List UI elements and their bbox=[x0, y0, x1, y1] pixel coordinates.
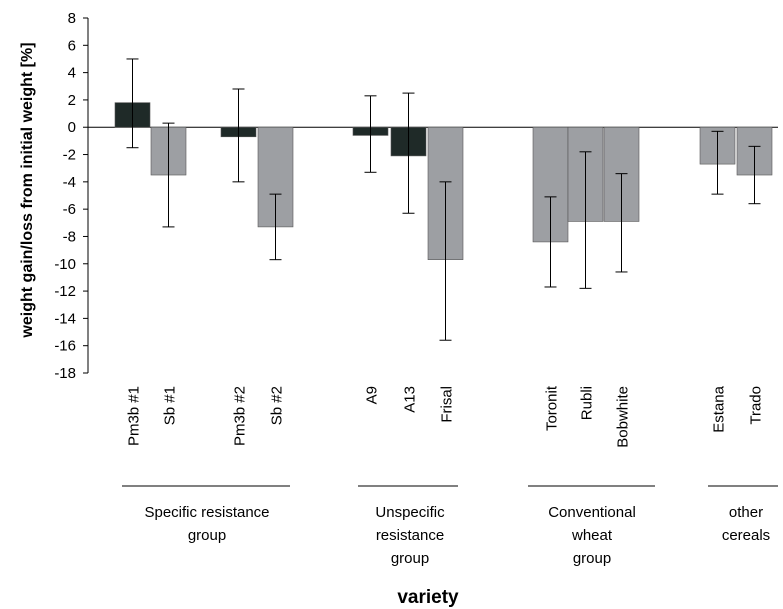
y-tick-label: -10 bbox=[54, 256, 76, 273]
y-tick-label: 8 bbox=[68, 10, 76, 27]
y-axis-label: weight gain/loss from initial weight [%] bbox=[19, 42, 36, 338]
category-label: Rubli bbox=[579, 386, 596, 420]
category-label: Trado bbox=[748, 386, 765, 425]
category-labels: Pm3b #1 Sb #1 Pm3b #2 Sb #2 A9 A13 Frisal Toron… bbox=[126, 385, 765, 448]
x-axis-label: variety bbox=[397, 587, 459, 608]
y-tick-label: -14 bbox=[54, 310, 76, 327]
y-tick-label: -16 bbox=[54, 338, 76, 355]
group-label: group bbox=[188, 527, 226, 544]
category-label: Sb #1 bbox=[162, 386, 179, 425]
group-label: wheat bbox=[571, 527, 613, 544]
y-tick-label: -4 bbox=[63, 174, 76, 191]
y-tick-label: 2 bbox=[68, 92, 76, 109]
y-tick-label: -6 bbox=[63, 201, 76, 218]
category-label: Pm3b #1 bbox=[126, 386, 143, 446]
group-label: group bbox=[391, 550, 429, 567]
category-label: Pm3b #2 bbox=[232, 386, 249, 446]
y-tick-label: -2 bbox=[63, 147, 76, 164]
category-label: Toronit bbox=[544, 385, 561, 431]
bars bbox=[114, 102, 773, 260]
y-tick-label: -8 bbox=[63, 228, 76, 245]
y-tick-label: 4 bbox=[68, 65, 76, 82]
axes: 8 6 4 2 0 -2 -4 -6 -8 -10 -12 -14 -16 -18 bbox=[54, 10, 778, 382]
group-label: Conventional bbox=[548, 504, 636, 521]
category-label: Frisal bbox=[439, 386, 456, 423]
group-labels: Specific resistance group Unspecific resist… bbox=[122, 485, 778, 567]
category-label: Estana bbox=[711, 385, 728, 432]
y-tick-label: -12 bbox=[54, 283, 76, 300]
group-label: group bbox=[573, 550, 611, 567]
y-tick-label: 0 bbox=[68, 119, 76, 136]
category-label: A13 bbox=[402, 386, 419, 413]
y-tick-label: 6 bbox=[68, 37, 76, 54]
group-label: resistance bbox=[376, 527, 444, 544]
category-label: Bobwhite bbox=[615, 386, 632, 448]
y-tick-label: -18 bbox=[54, 365, 76, 382]
category-label: A9 bbox=[364, 386, 381, 404]
group-label: cereals bbox=[722, 527, 770, 544]
group-label: other bbox=[729, 504, 763, 521]
group-label: Unspecific bbox=[375, 504, 445, 521]
category-label: Sb #2 bbox=[269, 386, 286, 425]
error-bars bbox=[126, 58, 761, 341]
group-label: Specific resistance bbox=[144, 504, 269, 521]
